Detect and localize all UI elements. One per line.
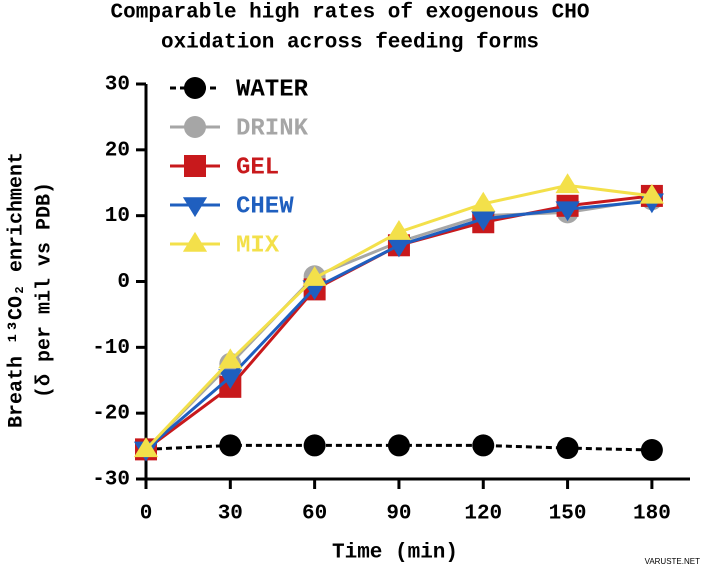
legend-label: WATER	[236, 76, 309, 103]
x-tick-label: 60	[302, 503, 327, 526]
x-tick-label: 150	[549, 503, 587, 526]
data-point	[302, 266, 327, 286]
x-tick-label: 30	[218, 503, 243, 526]
x-tick-label: 120	[464, 503, 502, 526]
y-tick-label: 20	[105, 139, 130, 162]
y-tick-label: 30	[105, 74, 130, 97]
data-point	[471, 191, 496, 212]
data-point	[387, 434, 410, 457]
y-axis-label: (δ per mil vs PDB)	[33, 182, 56, 398]
data-point	[556, 437, 579, 460]
y-tick-label: -10	[92, 337, 130, 360]
legend-marker	[182, 231, 208, 252]
data-point	[386, 220, 412, 240]
data-point	[386, 237, 412, 258]
legend-marker	[184, 116, 206, 138]
legend-marker	[182, 197, 208, 218]
data-point	[555, 173, 580, 194]
y-tick-label: 10	[105, 205, 130, 228]
legend-label: MIX	[236, 232, 280, 259]
legend-label: DRINK	[236, 115, 309, 142]
y-tick-label: -30	[92, 469, 130, 492]
data-point	[639, 183, 664, 204]
y-tick-label: 0	[117, 271, 130, 294]
legend-marker	[184, 77, 206, 99]
data-point	[218, 369, 243, 390]
data-point	[472, 434, 495, 457]
legend-marker	[184, 155, 206, 177]
y-axis-label: Breath ¹³CO₂ enrichment	[5, 152, 28, 428]
legend-label: GEL	[236, 154, 279, 181]
watermark: VARUSTE.NET	[645, 557, 701, 566]
x-tick-label: 0	[140, 503, 153, 526]
x-tick-label: 90	[386, 503, 411, 526]
x-axis-label: Time (min)	[332, 542, 458, 565]
y-tick-label: -20	[92, 403, 130, 426]
chart-title: oxidation across feeding forms	[161, 32, 539, 55]
data-point	[555, 201, 580, 222]
data-point	[218, 348, 243, 369]
data-point	[471, 211, 496, 232]
legend-label: CHEW	[236, 193, 294, 220]
data-point	[219, 434, 242, 457]
data-point	[133, 437, 159, 458]
data-point	[303, 434, 326, 457]
x-tick-label: 180	[633, 503, 671, 526]
data-point	[640, 439, 663, 462]
chart-title: Comparable high rates of exogenous CHO	[111, 2, 590, 25]
